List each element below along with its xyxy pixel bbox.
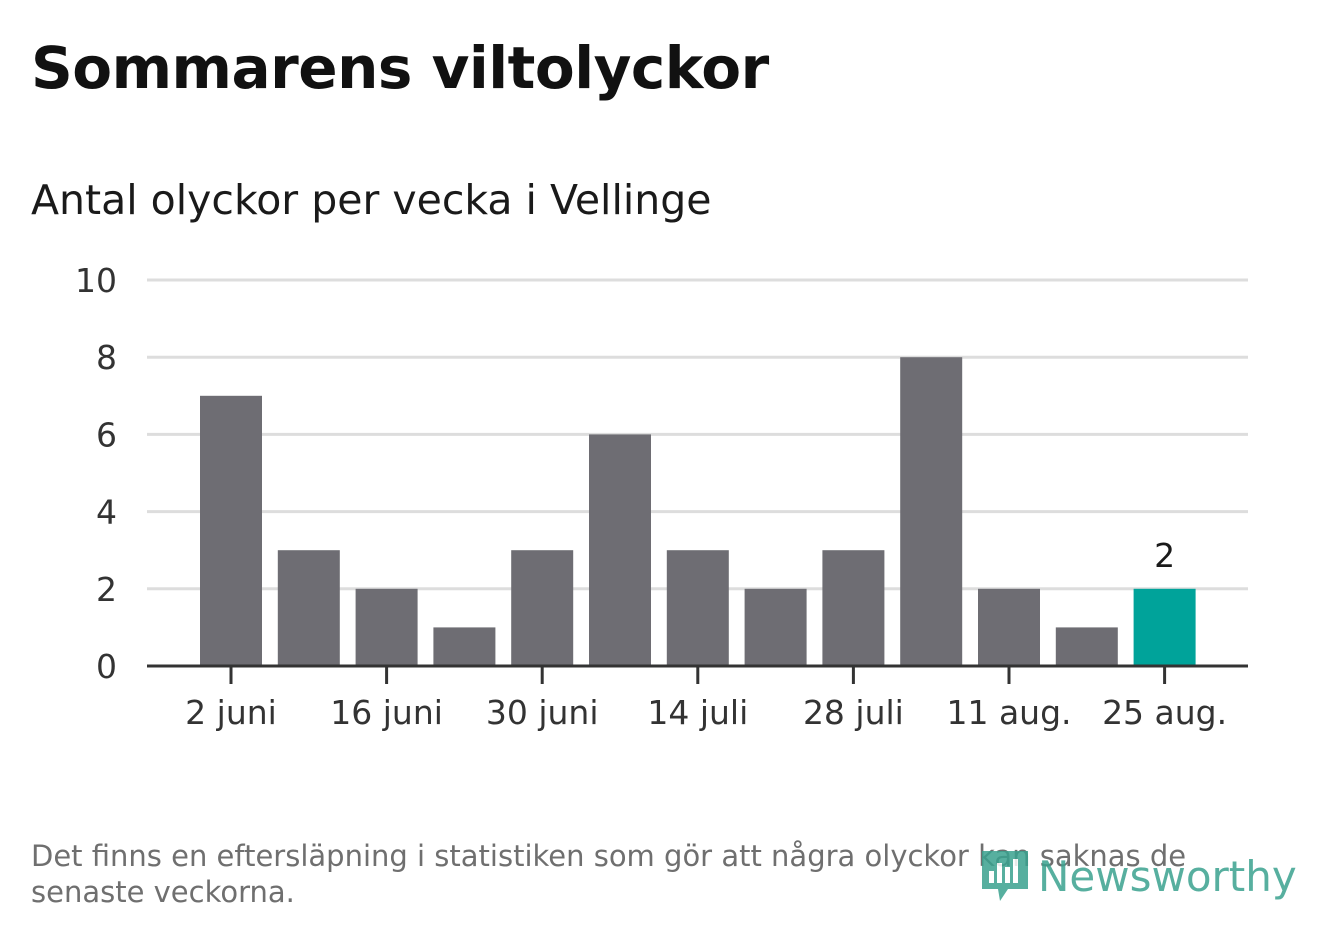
logo-text: Newsworthy xyxy=(1038,851,1297,901)
highlight-value-label: 2 xyxy=(1154,536,1175,575)
x-tick-label: 16 juni xyxy=(330,693,443,732)
newsworthy-logo: Newsworthy xyxy=(978,845,1297,907)
y-tick-label: 10 xyxy=(75,261,117,300)
chart-title: Sommarens viltolyckor xyxy=(31,34,769,102)
bar-30-juni xyxy=(511,550,574,666)
labels: 0 2 4 6 8 10 2 juni 16 juni 30 juni 14 juli 28 jul… xyxy=(75,261,1227,732)
bar-18-aug- xyxy=(1055,627,1118,666)
bar-2-juni xyxy=(200,395,262,666)
bar-21-juli xyxy=(744,588,807,666)
y-tick-label: 4 xyxy=(96,493,117,532)
bar-14-juli xyxy=(666,550,729,666)
bar-9-juni xyxy=(277,550,340,666)
x-tick-label: 28 juli xyxy=(803,693,904,732)
y-tick-label: 2 xyxy=(96,570,117,609)
bar-16-juni xyxy=(355,588,418,666)
newsworthy-logo-icon xyxy=(982,851,1028,901)
x-tick-label: 2 juni xyxy=(185,693,277,732)
bar-11-aug- xyxy=(978,588,1040,666)
bars xyxy=(200,357,1196,666)
x-tick-label: 25 aug. xyxy=(1102,693,1227,732)
bar-23-juni xyxy=(433,627,496,666)
bar-28-juli xyxy=(822,550,885,666)
bar-25-aug- xyxy=(1133,588,1196,666)
y-tick-label: 8 xyxy=(96,338,117,377)
y-tick-label: 0 xyxy=(96,647,117,686)
chart-subtitle: Antal olyckor per vecka i Vellinge xyxy=(31,176,712,224)
x-tick-label: 30 juni xyxy=(486,693,599,732)
bar-4-aug- xyxy=(900,357,963,666)
x-tick-label: 11 aug. xyxy=(946,693,1071,732)
grid-lines xyxy=(147,278,1248,591)
bar-7-juli xyxy=(589,434,651,666)
axes xyxy=(147,664,1248,684)
x-tick-label: 14 juli xyxy=(647,693,748,732)
y-tick-label: 6 xyxy=(96,415,117,454)
